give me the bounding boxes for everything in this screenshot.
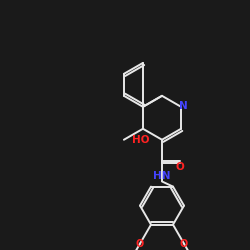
Text: HO: HO [132, 135, 150, 145]
Text: O: O [175, 162, 184, 172]
Text: O: O [180, 239, 188, 249]
Text: N: N [179, 101, 188, 111]
Text: O: O [136, 239, 144, 249]
Text: HN: HN [153, 172, 171, 181]
